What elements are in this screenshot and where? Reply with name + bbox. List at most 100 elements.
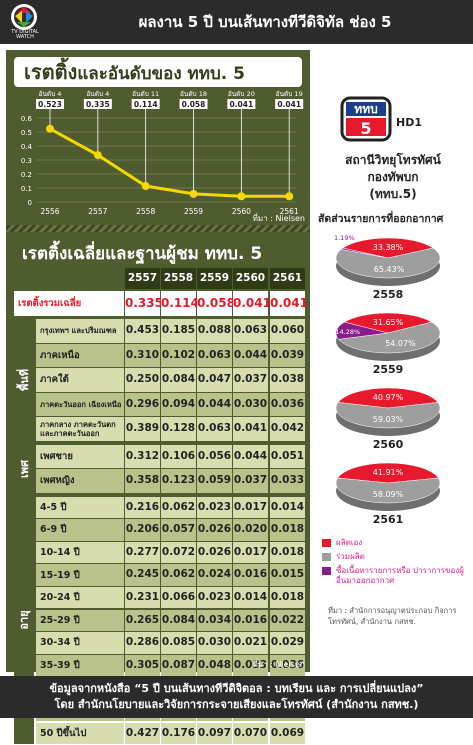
table-cell: 0.056 <box>197 444 232 468</box>
table-row: 20-24 ปี 0.231 0.066 0.023 0.014 0.018 <box>14 586 307 609</box>
table-cell: 0.069 <box>270 722 305 745</box>
table-cell: 0.176 <box>161 722 196 745</box>
pie-value-label: 59.03% <box>373 415 404 424</box>
table-cell: 0.039 <box>270 343 305 367</box>
table-row: 50 ปีขึ้นไป 0.427 0.176 0.097 0.070 0.069 <box>14 722 307 745</box>
value-label-box <box>131 99 160 109</box>
table-cell: 0.018 <box>270 541 305 564</box>
pie-source-note: ที่มา : สำนักการอนุญาตประกอบ กิจการโทรทั… <box>328 606 457 626</box>
total-row: เรตติ้งรวมเฉลี่ย 0.335 0.114 0.058 0.041 0.04… <box>14 291 308 317</box>
pie-value-label: 41.91% <box>373 468 404 477</box>
table-cell: 0.030 <box>233 392 268 416</box>
y-tick-label: 0.1 <box>21 185 32 193</box>
table-cell: 0.016 <box>233 609 268 632</box>
pie-slice <box>337 462 439 484</box>
group-label-text: พื้นที่ <box>18 368 31 391</box>
footer-line1: ข้อมูลจากหนังสือ “5 ปี บนเส้นทางทีวีดิจิ… <box>49 682 424 695</box>
table-cell: 0.084 <box>161 368 196 392</box>
row-label: 20-24 ปี <box>36 586 124 609</box>
row-label: เพศหญิง <box>36 469 124 493</box>
pie-value-label: 58.09% <box>373 490 404 499</box>
rating-point <box>141 182 150 191</box>
value-label-box <box>36 99 64 109</box>
station-name: สถานีวิทยุโทรทัศน์ กองทัพบก (ททบ.5) <box>318 152 468 203</box>
table-cell: 0.296 <box>125 392 160 416</box>
table-cell: 0.041 <box>233 417 268 441</box>
pie-slice <box>337 387 439 409</box>
table-cell: 0.128 <box>161 417 196 441</box>
x-tick-label: 2558 <box>136 207 155 216</box>
rating-point <box>189 189 198 198</box>
rank-label: อันดับ 4 <box>86 90 109 98</box>
table-cell: 0.063 <box>197 417 232 441</box>
total-row-label: เรตติ้งรวมเฉลี่ย <box>14 291 124 316</box>
y-tick-label: 0.3 <box>21 157 32 165</box>
tv-digital-watch-logo <box>11 4 37 30</box>
table-cell: 0.063 <box>197 343 232 367</box>
legend-item: ร่วมผลิต <box>322 552 472 566</box>
total-cell: 0.041 <box>233 291 271 316</box>
value-label: 0.041 <box>277 100 301 109</box>
pie-value-label: 33.38% <box>373 243 404 252</box>
table-cell: 0.023 <box>197 496 232 519</box>
station-name-line1: สถานีวิทยุโทรทัศน์ <box>345 153 441 167</box>
table-source: ที่มา : Nielsen <box>252 660 305 669</box>
pie-slice <box>335 477 441 504</box>
rating-point <box>237 192 246 201</box>
row-label: 30-34 ปี <box>36 632 124 654</box>
value-label: 0.041 <box>229 100 253 109</box>
legend-swatch <box>322 567 331 575</box>
rating-series-line <box>49 127 290 198</box>
legend-label: ร่วมผลิต <box>336 552 365 561</box>
table-cell: 0.231 <box>125 586 160 609</box>
pie-year-label: 2559 <box>373 363 404 376</box>
table-cell: 0.102 <box>161 343 196 367</box>
rating-point <box>285 192 294 201</box>
table-cell: 0.265 <box>125 609 160 632</box>
total-cell: 0.335 <box>125 291 163 316</box>
table-cell: 0.033 <box>233 654 268 677</box>
table-row: ภาคกลาง ภาคตะวันตก และภาคตะวันออก 0.389 0.… <box>14 417 307 441</box>
table-cell: 0.044 <box>233 343 268 367</box>
pie-slice <box>340 247 389 259</box>
table-cell: 0.014 <box>233 586 268 609</box>
table-cell: 0.017 <box>233 496 268 519</box>
table-cell: 0.185 <box>161 319 196 343</box>
table-cell: 0.018 <box>270 519 305 541</box>
page-title: ผลงาน 5 ปี บนเส้นทางทีวีดิจิทัล ช่อง 5 <box>138 13 392 31</box>
table-row: เพศหญิง 0.358 0.123 0.059 0.037 0.033 <box>14 469 307 493</box>
rank-label: อันดับ 19 <box>276 90 303 98</box>
legend-item: ซื้อเนื้อหารายการหรือ ปาราการของผู้อื่นม… <box>322 566 472 590</box>
table-cell: 0.250 <box>125 368 160 392</box>
table-row: ภาคเหนือ 0.310 0.102 0.063 0.044 0.039 <box>14 343 307 367</box>
row-label: 50 ปีขึ้นไป <box>36 722 124 745</box>
y-tick-label: 0.2 <box>21 171 32 179</box>
table-cell: 0.029 <box>270 632 305 654</box>
table-cell: 0.286 <box>125 632 160 654</box>
column-header: 2560 <box>233 268 268 289</box>
right-panel <box>314 50 472 672</box>
table-cell: 0.305 <box>125 654 160 677</box>
table-row: 10-14 ปี 0.277 0.072 0.026 0.017 0.018 <box>14 541 307 564</box>
table-cell: 0.087 <box>161 654 196 677</box>
table-cell: 0.026 <box>197 541 232 564</box>
tv5-logo-hd: HD1 <box>396 116 422 129</box>
table-row: 4-5 ปี 0.216 0.062 0.023 0.017 0.014 <box>14 496 307 519</box>
logo-text: TV DIGITAL WATCH <box>11 29 39 40</box>
value-label: 0.335 <box>86 100 110 109</box>
table-cell: 0.072 <box>161 541 196 564</box>
row-label: 4-5 ปี <box>36 496 124 519</box>
rank-label: อันดับ 11 <box>132 90 159 98</box>
pie-legend: ผลิตเอง ร่วมผลิต ซื้อเนื้อหารายการหรือ ปาร… <box>322 538 472 590</box>
pie-slice <box>335 247 441 279</box>
legend-swatch <box>322 553 331 561</box>
rating-title-rest: และอันดับของ ททบ. 5 <box>77 64 245 84</box>
station-name-line2: กองทัพบก <box>367 170 419 184</box>
table-cell: 0.051 <box>270 444 305 468</box>
row-label: กรุงเทพฯ และปริมณฑล <box>36 319 124 343</box>
value-label-box <box>227 99 256 109</box>
section-divider <box>6 225 310 232</box>
x-tick-label: 2561 <box>280 207 299 216</box>
table-cell: 0.453 <box>125 319 160 343</box>
total-cell: 0.058 <box>197 291 235 316</box>
